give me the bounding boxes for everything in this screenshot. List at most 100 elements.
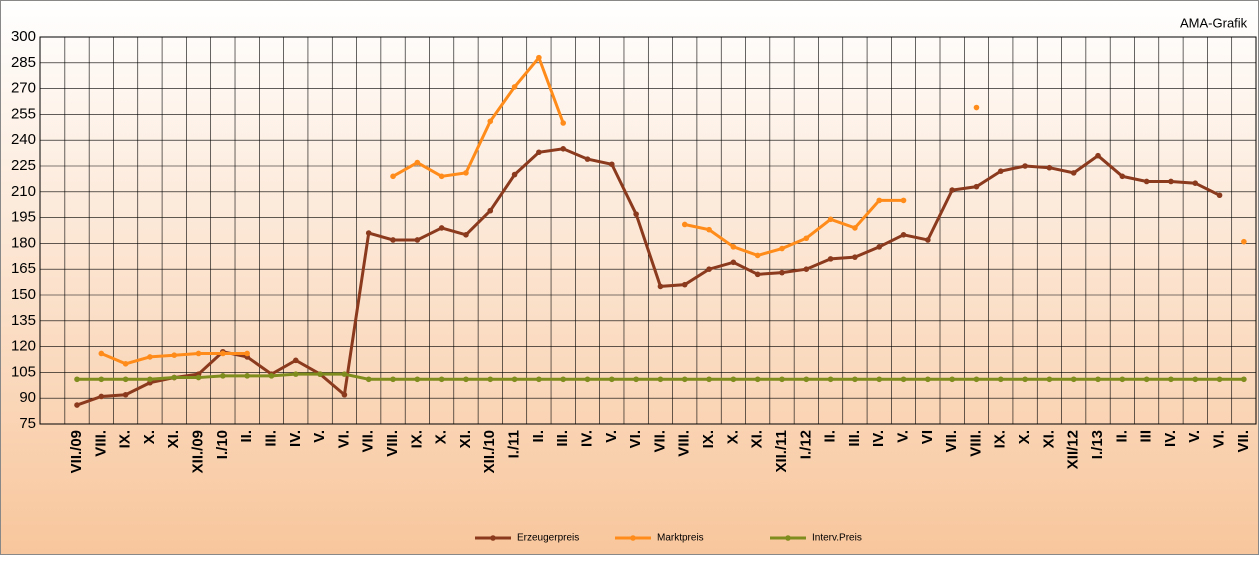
data-point xyxy=(1192,180,1199,186)
data-point xyxy=(1095,376,1101,383)
y-tick-label: 105 xyxy=(11,363,36,380)
x-tick-label: X. xyxy=(1016,430,1033,444)
data-point xyxy=(365,230,372,236)
data-point xyxy=(827,256,834,262)
x-tick-label: VIII. xyxy=(676,430,693,457)
data-point xyxy=(147,376,153,383)
data-point xyxy=(414,376,421,383)
legend-label: Erzeugerpreis xyxy=(517,533,579,544)
data-point xyxy=(973,104,980,111)
data-point xyxy=(220,350,226,357)
data-point xyxy=(584,376,591,383)
x-tick-label: IX. xyxy=(408,430,425,448)
data-point xyxy=(438,225,445,231)
data-point xyxy=(390,173,396,180)
x-tick-label: XI. xyxy=(1040,430,1057,448)
data-point xyxy=(147,354,153,360)
data-point xyxy=(754,252,761,259)
x-tick-label: VII. xyxy=(1235,430,1252,453)
data-point xyxy=(633,376,639,383)
data-point xyxy=(852,254,858,260)
x-tick-label: VI xyxy=(919,430,936,444)
data-point xyxy=(463,170,469,176)
data-point xyxy=(487,207,494,214)
x-tick-label: VIII. xyxy=(967,430,984,457)
legend-marker xyxy=(490,535,496,541)
data-point xyxy=(390,237,396,243)
data-point xyxy=(511,84,518,90)
data-point xyxy=(1143,178,1150,185)
data-point xyxy=(390,376,396,383)
data-point xyxy=(536,149,542,156)
data-point xyxy=(1168,376,1174,383)
data-point xyxy=(244,373,250,379)
data-point xyxy=(949,187,955,193)
data-point xyxy=(973,183,980,190)
x-tick-label: XII./09 xyxy=(190,430,207,473)
x-tick-label: IX. xyxy=(700,430,717,448)
y-tick-label: 165 xyxy=(11,260,36,277)
x-tick-label: X. xyxy=(724,430,741,444)
data-point xyxy=(195,374,202,381)
data-point xyxy=(949,376,955,383)
data-point xyxy=(852,225,858,231)
y-tick-label: 240 xyxy=(11,131,36,148)
data-point xyxy=(98,376,105,383)
data-point xyxy=(803,235,810,242)
data-point xyxy=(122,361,129,367)
data-point xyxy=(268,373,275,379)
x-tick-label: II. xyxy=(530,430,547,443)
x-tick-label: VI. xyxy=(1211,430,1228,448)
data-point xyxy=(779,269,785,276)
x-tick-label: VII. xyxy=(360,430,377,453)
data-point xyxy=(292,371,299,377)
data-point xyxy=(414,159,421,166)
data-point xyxy=(779,245,785,252)
data-point xyxy=(706,226,712,233)
data-point xyxy=(292,357,299,364)
data-point xyxy=(244,350,250,357)
data-point xyxy=(997,168,1004,174)
data-point xyxy=(438,173,445,180)
data-point xyxy=(657,283,664,290)
y-tick-label: 135 xyxy=(11,312,36,329)
data-point xyxy=(925,376,931,383)
x-tick-label: II. xyxy=(1113,430,1130,443)
x-tick-label: III. xyxy=(846,430,863,447)
x-tick-label: IV. xyxy=(1162,430,1179,447)
x-tick-label: IX. xyxy=(117,430,134,448)
x-tick-label: XII./11 xyxy=(773,430,790,473)
data-point xyxy=(98,350,105,357)
y-tick-label: 120 xyxy=(11,338,36,355)
legend-label: Marktpreis xyxy=(657,533,704,544)
data-point xyxy=(511,376,518,383)
data-point xyxy=(74,376,80,383)
data-point xyxy=(730,376,737,383)
data-point xyxy=(74,402,80,408)
data-point xyxy=(1046,376,1053,383)
data-point xyxy=(122,376,129,383)
x-tick-label: V. xyxy=(311,430,328,443)
x-tick-label: V. xyxy=(603,430,620,443)
x-tick-label: XI. xyxy=(165,430,182,448)
data-point xyxy=(876,244,883,250)
y-tick-label: 270 xyxy=(11,80,36,97)
x-tick-label: III xyxy=(1138,430,1155,443)
x-tick-label: IV. xyxy=(870,430,887,447)
data-point xyxy=(803,376,810,383)
y-tick-label: 180 xyxy=(11,234,36,251)
data-point xyxy=(98,393,105,400)
x-tick-label: XII./10 xyxy=(481,430,498,473)
y-tick-label: 255 xyxy=(11,105,36,122)
data-point xyxy=(633,211,639,217)
data-point xyxy=(852,376,858,383)
data-point xyxy=(463,376,469,383)
data-point xyxy=(997,376,1004,383)
data-point xyxy=(584,156,591,162)
data-point xyxy=(1192,376,1199,383)
data-point xyxy=(827,376,834,383)
data-point xyxy=(657,376,664,383)
y-tick-label: 285 xyxy=(11,54,36,71)
